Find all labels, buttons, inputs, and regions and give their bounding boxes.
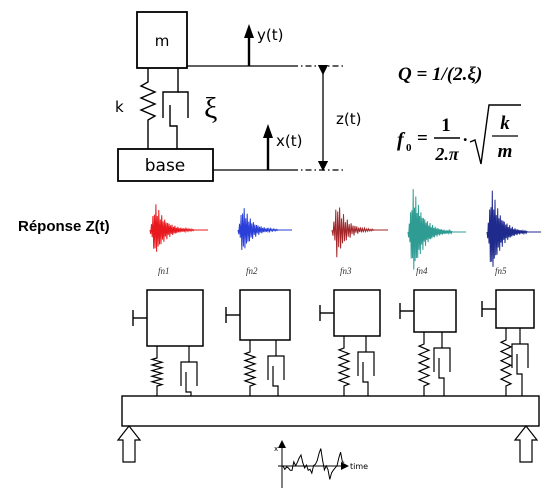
oscillator-spring: [149, 346, 165, 396]
oscillator-spring: [499, 328, 513, 396]
oscillator: [319, 289, 381, 396]
spring: [139, 68, 157, 149]
oscillator-mass: [413, 289, 457, 333]
response-signal-label: fn3: [340, 266, 352, 276]
oscillator-mass: [495, 289, 535, 329]
y-label: y(t): [257, 26, 283, 44]
z-label: z(t): [336, 110, 361, 128]
response-signal: fn5: [486, 190, 541, 276]
response-trace: [149, 204, 195, 252]
oscillator: [225, 289, 291, 396]
oscillator-mass: [146, 289, 204, 347]
damping-label: ξ: [204, 92, 217, 125]
oscillator: [132, 289, 204, 396]
q-formula: Q = 1/(2.ξ): [398, 64, 482, 85]
f0-subscript: 0: [406, 142, 412, 154]
oscillator-spring: [243, 340, 257, 396]
oscillator: [481, 289, 535, 396]
response-trace: [407, 189, 453, 270]
oscillator-damper: [433, 332, 451, 372]
right-support-arrow: [513, 425, 539, 463]
oscillator-spring: [417, 332, 431, 396]
base-box: [117, 148, 214, 182]
oscillator-damper: [267, 340, 285, 380]
oscillator-spring: [337, 336, 351, 396]
svg-text:.: .: [463, 125, 468, 145]
excitation-trace: [282, 448, 345, 480]
excitation-y-label: x: [274, 445, 278, 453]
response-trace: [331, 207, 375, 258]
response-signal: fn1: [149, 204, 208, 276]
sqrt-sign: [469, 104, 521, 165]
excitation-plot: x time: [274, 440, 368, 488]
sdof-model: m base k ξ y(t) x(t) z(t): [115, 11, 361, 182]
response-signal: fn4: [407, 189, 466, 276]
oscillator-row: [132, 289, 535, 396]
response-signal: fn3: [331, 207, 388, 276]
x-label: x(t): [276, 132, 302, 150]
oscillator-mass: [239, 289, 291, 341]
svg-text:=: =: [417, 128, 428, 149]
damper: [162, 68, 189, 149]
base-label: base: [145, 156, 186, 176]
response-signal: fn2: [237, 208, 292, 276]
f0-numerator: 1: [441, 115, 451, 136]
response-signals: fn1 fn2 fn3 fn4 fn5: [149, 189, 541, 276]
mass-box: [136, 11, 188, 69]
base-beam: [121, 395, 540, 427]
root-denominator: m: [498, 141, 513, 162]
formulas: Q = 1/(2.ξ) f 0 = 1 2.π . k m: [397, 64, 521, 165]
f0-symbol: f: [397, 129, 406, 151]
oscillator-mass: [333, 289, 381, 337]
oscillator: [399, 289, 457, 396]
f0-denominator: 2.π: [434, 144, 460, 164]
response-trace: [486, 190, 528, 267]
response-signal-label: fn2: [246, 266, 258, 276]
oscillator-damper: [357, 336, 375, 376]
oscillator-damper: [511, 328, 529, 368]
response-trace: [237, 208, 279, 251]
root-numerator: k: [500, 113, 510, 134]
response-signal-label: fn5: [495, 266, 507, 276]
spring-label: k: [115, 98, 124, 116]
oscillator-damper: [180, 346, 198, 386]
excitation-x-label: time: [350, 462, 368, 471]
response-label: Réponse Z(t): [18, 218, 110, 235]
mass-label: m: [155, 32, 170, 50]
response-signal-label: fn1: [158, 266, 170, 276]
left-support-arrow: [116, 425, 142, 463]
response-signal-label: fn4: [416, 266, 428, 276]
